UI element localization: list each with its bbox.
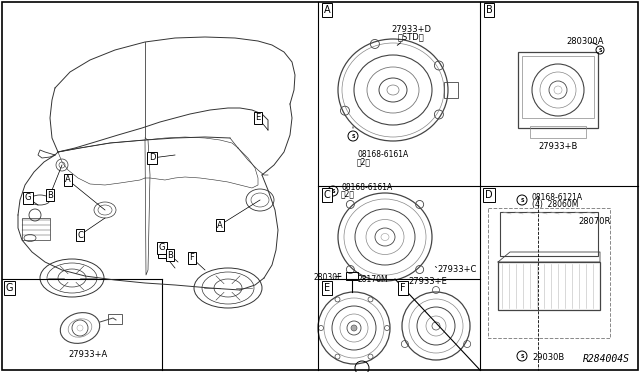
Text: S: S: [520, 198, 524, 203]
Text: G: G: [5, 283, 13, 293]
Text: 27933+B: 27933+B: [538, 142, 578, 151]
Text: A: A: [65, 176, 71, 185]
Text: C: C: [324, 190, 330, 200]
Bar: [108, 314, 122, 324]
Text: G: G: [25, 193, 31, 202]
Text: A: A: [324, 5, 330, 15]
Text: B: B: [47, 190, 53, 199]
Text: 28070R: 28070R: [578, 218, 611, 227]
Text: 27933+A: 27933+A: [68, 350, 108, 359]
Text: 28170M: 28170M: [358, 276, 388, 285]
Text: F: F: [400, 283, 406, 293]
Bar: [444, 82, 458, 98]
Text: 〈2〉: 〈2〉: [357, 157, 371, 166]
Text: F: F: [189, 253, 195, 263]
Text: 27933+E: 27933+E: [408, 277, 447, 286]
Bar: [518, 52, 598, 128]
Text: B: B: [167, 250, 173, 260]
Bar: [500, 212, 598, 256]
Text: S: S: [332, 189, 335, 194]
Text: 27933+D: 27933+D: [391, 25, 431, 34]
Text: D: D: [148, 154, 156, 163]
Text: 280300A: 280300A: [566, 38, 604, 46]
Text: (4)  28060M: (4) 28060M: [532, 199, 579, 208]
Text: 08168-6161A: 08168-6161A: [357, 150, 408, 159]
Bar: [522, 56, 594, 118]
Text: D: D: [485, 190, 493, 200]
Text: 〈2〉: 〈2〉: [341, 189, 355, 199]
Bar: [488, 208, 610, 338]
Bar: [498, 262, 600, 310]
Text: E: E: [324, 283, 330, 293]
Text: 29030B: 29030B: [532, 353, 564, 362]
Text: B: B: [486, 5, 492, 15]
Bar: [346, 272, 358, 280]
Text: 〈STD〉: 〈STD〉: [397, 32, 424, 41]
Text: S: S: [520, 354, 524, 359]
Text: C: C: [159, 247, 165, 257]
Text: 08168-6161A: 08168-6161A: [341, 183, 392, 192]
Text: S: S: [351, 134, 355, 139]
Text: G: G: [159, 244, 165, 253]
Text: R284004S: R284004S: [583, 354, 630, 364]
Text: A: A: [217, 221, 223, 230]
Circle shape: [351, 325, 357, 331]
Bar: [22, 218, 50, 240]
Text: E: E: [255, 113, 260, 122]
Text: 28030F: 28030F: [314, 273, 342, 282]
Text: 08168-6121A: 08168-6121A: [532, 192, 583, 202]
Text: C: C: [77, 231, 83, 240]
Bar: [530, 126, 586, 138]
Text: S: S: [598, 48, 602, 53]
Text: 27933+C: 27933+C: [437, 264, 476, 273]
